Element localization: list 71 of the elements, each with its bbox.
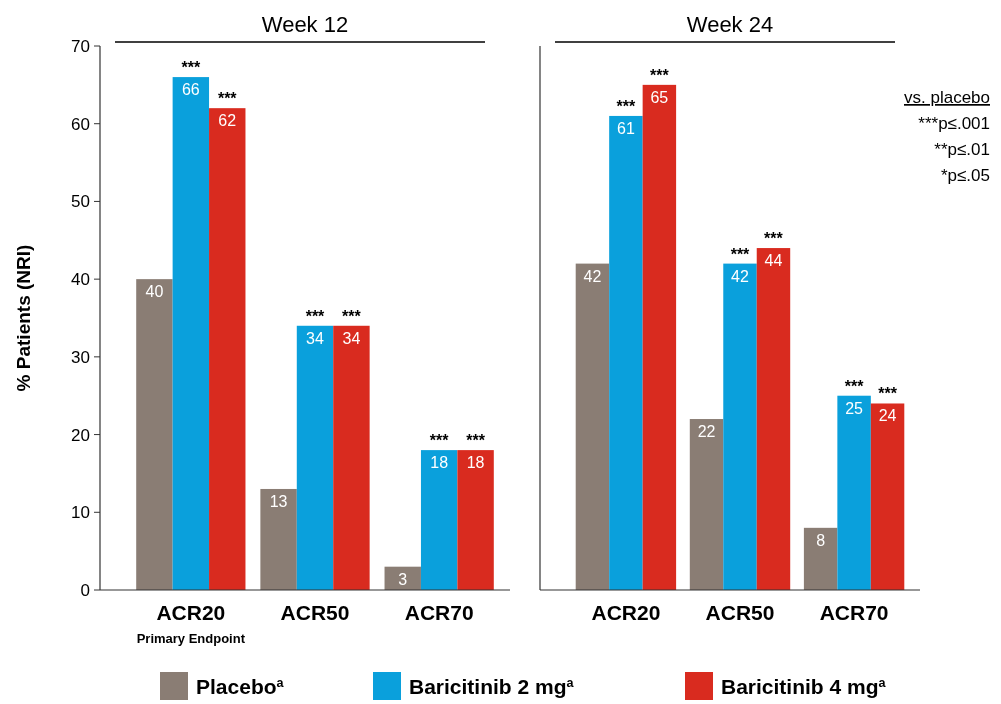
data-label: 40 <box>145 283 164 301</box>
bar <box>260 488 297 590</box>
annotation: *** <box>429 432 450 450</box>
data-label: 42 <box>731 267 749 285</box>
data-label: 18 <box>466 454 485 472</box>
bar <box>575 263 610 590</box>
bar <box>209 108 246 590</box>
x-tick-label: ACR70 <box>404 601 474 624</box>
bar <box>457 450 494 590</box>
annotation: ***p≤.001 <box>918 114 990 133</box>
y-tick-label: 40 <box>71 270 90 290</box>
text: **p≤.01 <box>934 140 990 159</box>
y-tick-label: 30 <box>71 347 90 367</box>
annotation: *** <box>616 97 637 115</box>
x-tick-label: ACR50 <box>280 601 350 624</box>
annotation: *** <box>878 385 898 403</box>
legend-label: Baricitinib 4 mg$^{a}$ <box>721 675 887 698</box>
annotation: *** <box>466 432 486 450</box>
x-tick-label: ACR70 <box>819 601 889 624</box>
bar <box>803 527 838 590</box>
data-label: 62 <box>218 112 237 130</box>
legend-label: Placebo$^{a}$ <box>196 675 285 698</box>
bar <box>723 263 757 590</box>
annotation: *** <box>730 245 751 263</box>
annotation: *** <box>764 230 784 248</box>
bar <box>420 450 458 590</box>
bar <box>642 84 677 590</box>
data-label: 65 <box>650 88 669 106</box>
y-axis-title: % Patients (NRI) <box>13 244 34 392</box>
annotation: *** <box>342 307 362 325</box>
annotation: vs. placebo <box>904 88 990 107</box>
bar <box>172 77 210 590</box>
bar <box>609 115 643 590</box>
data-label: 25 <box>845 399 864 417</box>
data-label: 42 <box>583 267 602 285</box>
bar <box>333 325 370 590</box>
y-tick-label: 60 <box>71 114 90 134</box>
y-tick-label: 10 <box>71 503 90 523</box>
bar <box>870 403 905 590</box>
y-tick-label: 0 <box>80 580 90 600</box>
annotation: *** <box>305 307 326 325</box>
y-tick-label: 50 <box>71 192 90 212</box>
x-tick-label: ACR20 <box>591 601 661 624</box>
annotation: *** <box>650 66 670 84</box>
data-label: 61 <box>617 119 635 137</box>
y-tick-label: 20 <box>71 425 90 445</box>
chart-title: Week 24 <box>686 12 774 37</box>
annotation: *** <box>217 90 238 108</box>
bar <box>296 325 334 590</box>
x-tick-label: ACR20 Primary Endpoint <box>136 601 246 646</box>
text: *p≤.05 <box>940 166 990 185</box>
y-tick-label: 70 <box>71 36 90 56</box>
bar <box>837 395 871 590</box>
x-tick-label: ACR50 <box>705 601 775 624</box>
data-label: 8 <box>816 531 826 549</box>
legend-label: Baricitinib 2 mg$^{a}$ <box>409 675 575 698</box>
data-label: 34 <box>342 329 361 347</box>
data-label: 44 <box>764 252 783 270</box>
chart-title: Week 12 <box>261 12 349 37</box>
bar <box>136 279 173 590</box>
bar <box>756 248 791 590</box>
annotation: *** <box>844 377 865 395</box>
data-label: 13 <box>269 492 288 510</box>
data-label: 18 <box>430 454 449 472</box>
data-label: 3 <box>398 570 408 588</box>
data-label: 22 <box>697 423 716 441</box>
data-label: 34 <box>306 329 324 347</box>
bar <box>689 419 724 590</box>
data-label: 24 <box>878 407 897 425</box>
annotation: *** <box>181 59 201 77</box>
data-label: 66 <box>181 81 200 99</box>
